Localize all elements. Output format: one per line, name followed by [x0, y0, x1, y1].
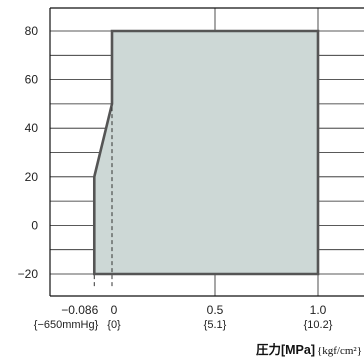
x-tick-label: −0.086 [61, 303, 98, 317]
y-tick-label: 60 [25, 73, 39, 87]
y-tick-label: −20 [18, 267, 39, 281]
x-axis-label: 圧力[MPa] {kgf/cm²} [256, 342, 362, 357]
y-axis-ticks: −20 0 20 40 60 80 [18, 24, 39, 281]
x-tick-label: 0 [111, 303, 118, 317]
x-axis-ticks: −0.086 {−650mmHg} 0 {0} 0.5 {5.1} 1.0 {10.2} [34, 303, 333, 331]
y-tick-label: 0 [31, 218, 38, 232]
x-axis-label-unit: {kgf/cm²} [317, 345, 362, 357]
x-tick-label: 0.5 [207, 303, 224, 317]
y-tick-label: 40 [25, 121, 39, 135]
x-tick-sublabel: {−650mmHg} [34, 319, 99, 331]
x-tick-sublabel: {5.1} [204, 319, 227, 331]
x-tick-sublabel: {0} [107, 319, 121, 331]
operating-region [92, 29, 320, 276]
x-tick-label: 1.0 [310, 303, 327, 317]
operating-region-polygon [92, 29, 320, 276]
y-tick-label: 80 [25, 24, 39, 38]
x-axis-label-main: 圧力[MPa] [256, 342, 315, 357]
plot-frame [49, 7, 364, 297]
reference-lines [93, 103, 113, 287]
x-tick-sublabel: {10.2} [304, 319, 333, 331]
y-tick-label: 20 [25, 170, 39, 184]
